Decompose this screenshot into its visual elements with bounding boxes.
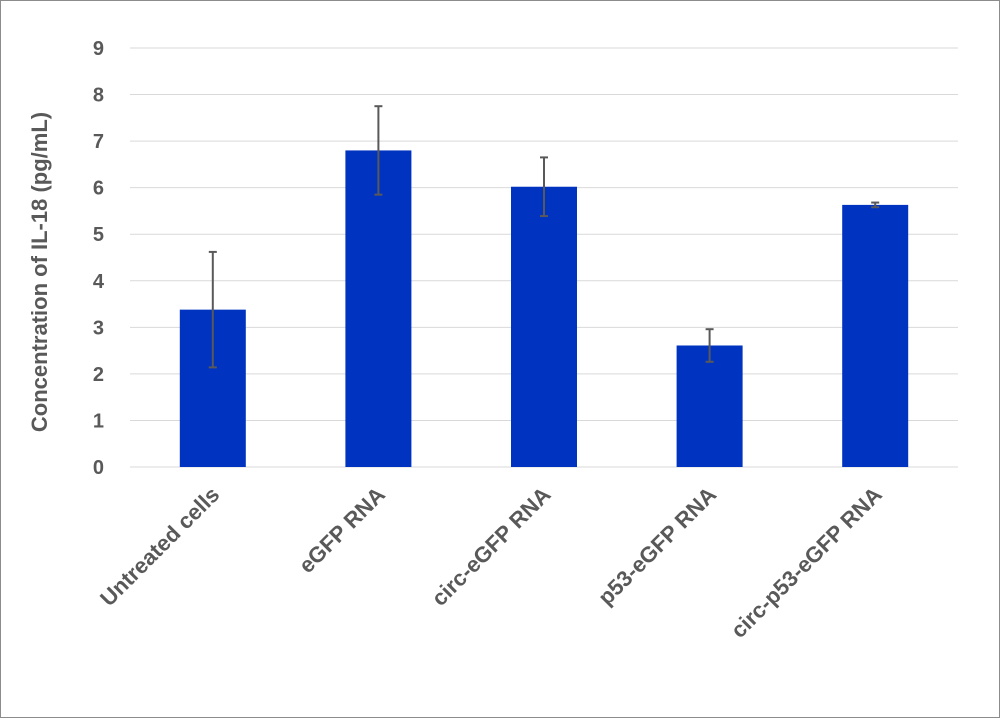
bar [345, 150, 412, 467]
y-tick-label: 8 [93, 85, 104, 107]
y-tick-label: 3 [93, 317, 104, 339]
x-category-label: circ-eGFP RNA [427, 482, 556, 611]
y-tick-label: 2 [93, 364, 104, 386]
y-axis-label: Concentration of IL-18 (pg/mL) [27, 112, 52, 432]
y-tick-label: 9 [93, 38, 104, 60]
gridlines [130, 47, 958, 468]
bar [842, 204, 909, 468]
x-category-label: circ-p53-eGFP RNA [726, 482, 887, 643]
x-category-label: p53-eGFP RNA [593, 482, 721, 610]
x-category-label: eGFP RNA [294, 482, 390, 578]
x-category-label: Untreated cells [95, 482, 224, 611]
error-bars [208, 105, 880, 369]
x-axis-category-labels: Untreated cells eGFP RNA circ-eGFP RNA p53-… [95, 482, 887, 643]
y-tick-label: 1 [93, 410, 104, 432]
y-tick-label: 4 [93, 271, 105, 293]
y-axis-tick-labels: 0 1 2 3 4 5 6 7 8 9 [93, 38, 105, 479]
y-tick-label: 6 [93, 178, 104, 200]
y-tick-label: 5 [93, 224, 104, 246]
bar [511, 186, 577, 468]
y-tick-label: 0 [93, 457, 104, 479]
bars [179, 150, 909, 468]
y-tick-label: 7 [93, 131, 104, 153]
bar [676, 345, 743, 467]
